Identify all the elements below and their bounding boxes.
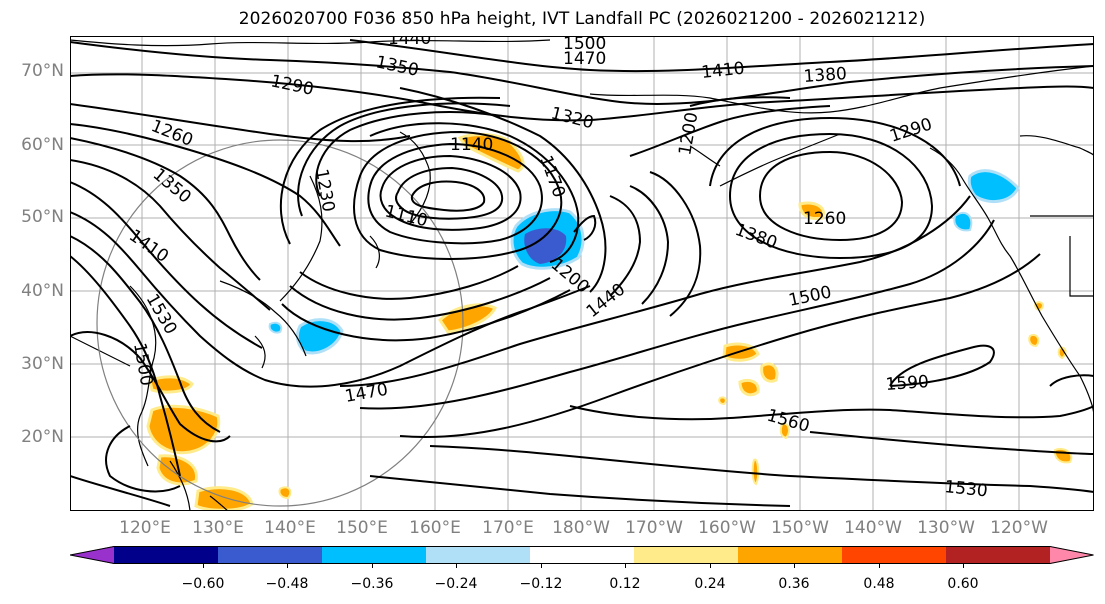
contour-label: 1470 [343,380,389,407]
contour-label: 1290 [269,71,315,100]
colorbar-segment [218,546,323,564]
colorbar-tick [456,564,457,568]
contour-label: 1410 [700,59,745,83]
height-contours [70,39,1094,507]
lon-label-180w: 180°W [552,518,610,538]
colorbar-label: 0.12 [609,576,641,592]
colorbar-tick [963,564,964,568]
colorbar-extend-high [1050,546,1094,564]
colorbar-tick [541,564,542,568]
lon-label-140e: 140°E [264,518,316,538]
contour-label: 1260 [803,209,846,229]
colorbar-segment [946,546,1051,564]
contour-label: 1320 [549,103,596,133]
contour-label: 1500 [563,36,606,54]
contour-labels: 1500 1470 1440 1350 1410 1380 1290 1320 … [125,36,989,501]
contour-label: 1470 [563,49,606,69]
lon-label-160e: 160°E [409,518,461,538]
map-canvas: 1500 1470 1440 1350 1410 1380 1290 1320 … [70,36,1094,511]
colorbar-label: −0.24 [434,576,478,592]
colorbar-segment [322,546,427,564]
colorbar [70,546,1094,564]
ivt-shading-negative [268,169,1020,355]
lat-label-60: 60°N [21,135,64,155]
lon-label-130e: 130°E [192,518,244,538]
colorbar-label: 0.60 [947,576,979,592]
map-title: 2026020700 F036 850 hPa height, IVT Land… [238,9,926,29]
lat-label-30: 30°N [21,354,64,374]
colorbar-tick [372,564,373,568]
lon-label-130w: 130°W [917,518,975,538]
colorbar-segment [114,546,219,564]
colorbar-segment [842,546,947,564]
colorbar-label: −0.36 [350,576,394,592]
colorbar-tick [794,564,795,568]
colorbar-label: −0.48 [265,576,309,592]
colorbar-tick [710,564,711,568]
colorbar-label: −0.60 [181,576,225,592]
colorbar-label: 0.36 [778,576,810,592]
colorbar-tick [203,564,204,568]
lat-label-70: 70°N [21,61,64,81]
lat-label-20: 20°N [21,427,64,447]
range-circle [96,139,464,507]
colorbar-label: 0.24 [694,576,726,592]
map-area: 1500 1470 1440 1350 1410 1380 1290 1320 … [70,36,1094,511]
colorbar-segment [426,546,531,564]
colorbar-tick [625,564,626,568]
graticule [70,36,1094,511]
contour-label: 1380 [732,220,779,254]
lon-label-160w: 160°W [698,518,756,538]
colorbar-label: −0.12 [519,576,563,592]
lon-label-170e: 170°E [482,518,534,538]
contour-label: 1230 [311,167,338,213]
contour-label: 1170 [535,153,569,200]
contour-label: 1440 [388,36,431,49]
colorbar-extend-low [70,546,114,564]
contour-label: 1500 [787,282,833,311]
lat-label-40: 40°N [21,281,64,301]
contour-label: 1350 [374,52,420,81]
lon-label-140w: 140°W [844,518,902,538]
colorbar-tick [287,564,288,568]
contour-label: 1380 [803,64,848,87]
colorbar-label: 0.48 [863,576,895,592]
lon-label-170w: 170°W [625,518,683,538]
contour-label: 1500 [129,341,156,387]
colorbar-tick [879,564,880,568]
contour-label: 1200 [675,111,702,157]
lon-label-120w: 120°W [990,518,1048,538]
lon-label-150w: 150°W [771,518,829,538]
contour-label: 1530 [943,477,988,501]
lon-label-150e: 150°E [336,518,388,538]
colorbar-segment [634,546,739,564]
lon-label-120e: 120°E [119,518,171,538]
colorbar-segment [530,546,635,564]
contour-label: 1140 [450,135,493,155]
contour-label: 1590 [885,372,930,395]
colorbar-segment [738,546,843,564]
lat-label-50: 50°N [21,207,64,227]
colorbar-outline [70,546,1094,564]
